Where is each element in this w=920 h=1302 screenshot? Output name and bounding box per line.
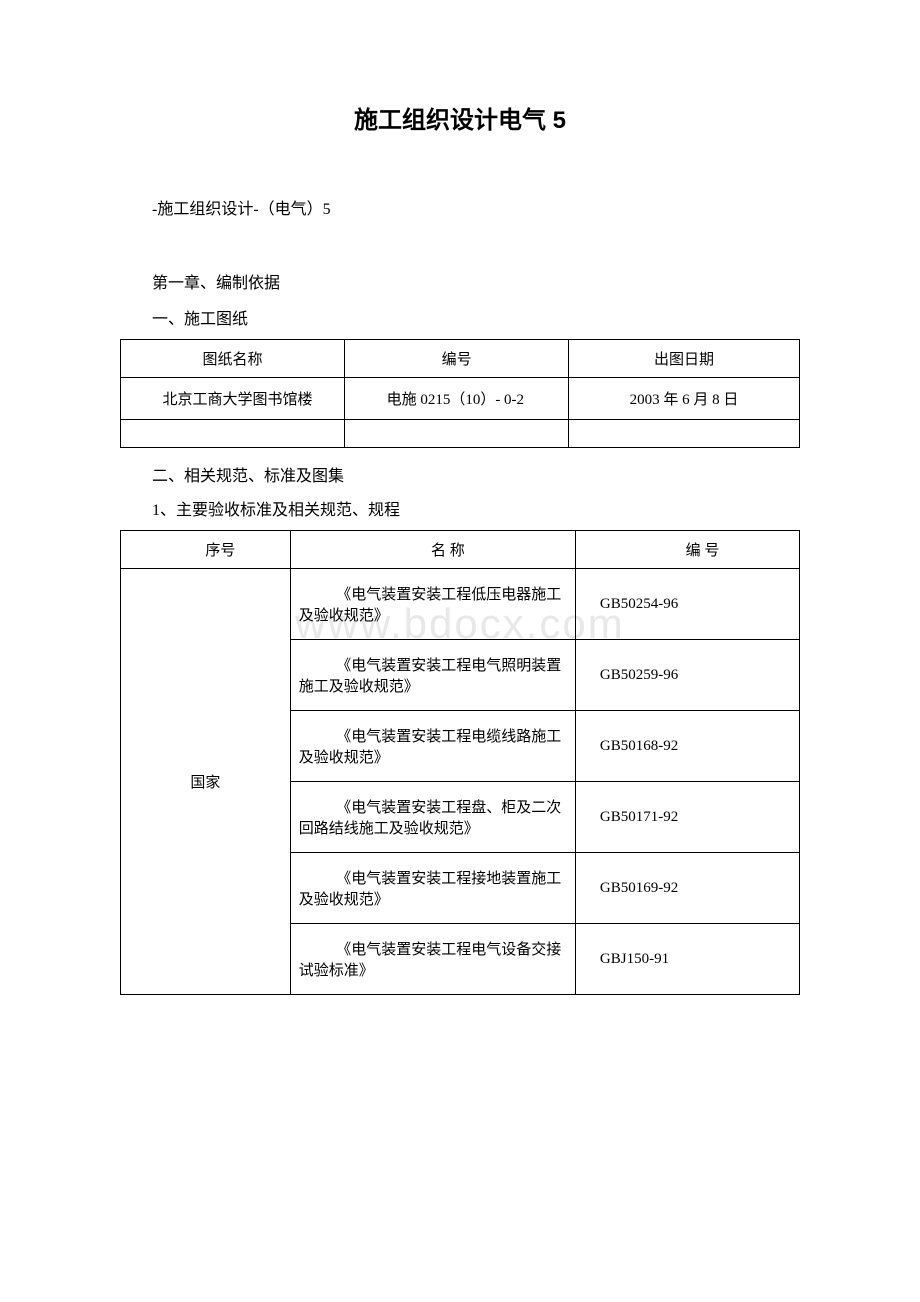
- table-cell: GB50169-92: [575, 853, 799, 924]
- table-cell: 《电气装置安装工程电缆线路施工及验收规范》: [290, 711, 575, 782]
- table-cell: 《电气装置安装工程低压电器施工及验收规范》: [290, 569, 575, 640]
- table-cell: 《电气装置安装工程电气照明装置施工及验收规范》: [290, 640, 575, 711]
- section-1-heading: 一、施工图纸: [120, 305, 800, 329]
- table-cell: GB50259-96: [575, 640, 799, 711]
- table-header-cell: 编号: [345, 340, 569, 378]
- table-header-row: 图纸名称 编号 出图日期: [121, 340, 800, 378]
- page-title: 施工组织设计电气 5: [120, 100, 800, 135]
- table-cell: 《电气装置安装工程电气设备交接试验标准》: [290, 924, 575, 995]
- table-cell: GB50171-92: [575, 782, 799, 853]
- table-cell: 北京工商大学图书馆楼: [121, 378, 345, 420]
- table-cell-category: 国家: [121, 569, 291, 995]
- table-header-cell: 图纸名称: [121, 340, 345, 378]
- table-row-empty: [121, 420, 800, 448]
- table-row: 国家 《电气装置安装工程低压电器施工及验收规范》 GB50254-96: [121, 569, 800, 640]
- subsection-2-1-heading: 1、主要验收标准及相关规范、规程: [120, 496, 800, 520]
- table-header-cell: 编 号: [575, 531, 799, 569]
- section-2-heading: 二、相关规范、标准及图集: [120, 462, 800, 486]
- chapter-heading: 第一章、编制依据: [120, 269, 800, 293]
- table-cell: 2003 年 6 月 8 日: [569, 378, 800, 420]
- table-header-cell: 名 称: [290, 531, 575, 569]
- table-cell: [121, 420, 345, 448]
- table-header-row: 序号 名 称 编 号: [121, 531, 800, 569]
- drawings-table: 图纸名称 编号 出图日期 北京工商大学图书馆楼 电施 0215（10）- 0-2…: [120, 339, 800, 448]
- table-cell: 《电气装置安装工程盘、柜及二次回路结线施工及验收规范》: [290, 782, 575, 853]
- table-cell: GB50168-92: [575, 711, 799, 782]
- table-header-cell: 出图日期: [569, 340, 800, 378]
- standards-table: 序号 名 称 编 号 国家 《电气装置安装工程低压电器施工及验收规范》 GB50…: [120, 530, 800, 995]
- table-cell: [345, 420, 569, 448]
- table-cell: 《电气装置安装工程接地装置施工及验收规范》: [290, 853, 575, 924]
- table-cell: 电施 0215（10）- 0-2: [345, 378, 569, 420]
- table-header-cell: 序号: [121, 531, 291, 569]
- subtitle: -施工组织设计-（电气）5: [120, 195, 800, 219]
- table-row: 北京工商大学图书馆楼 电施 0215（10）- 0-2 2003 年 6 月 8…: [121, 378, 800, 420]
- table-cell: GB50254-96: [575, 569, 799, 640]
- table-cell: GBJ150-91: [575, 924, 799, 995]
- table-cell: [569, 420, 800, 448]
